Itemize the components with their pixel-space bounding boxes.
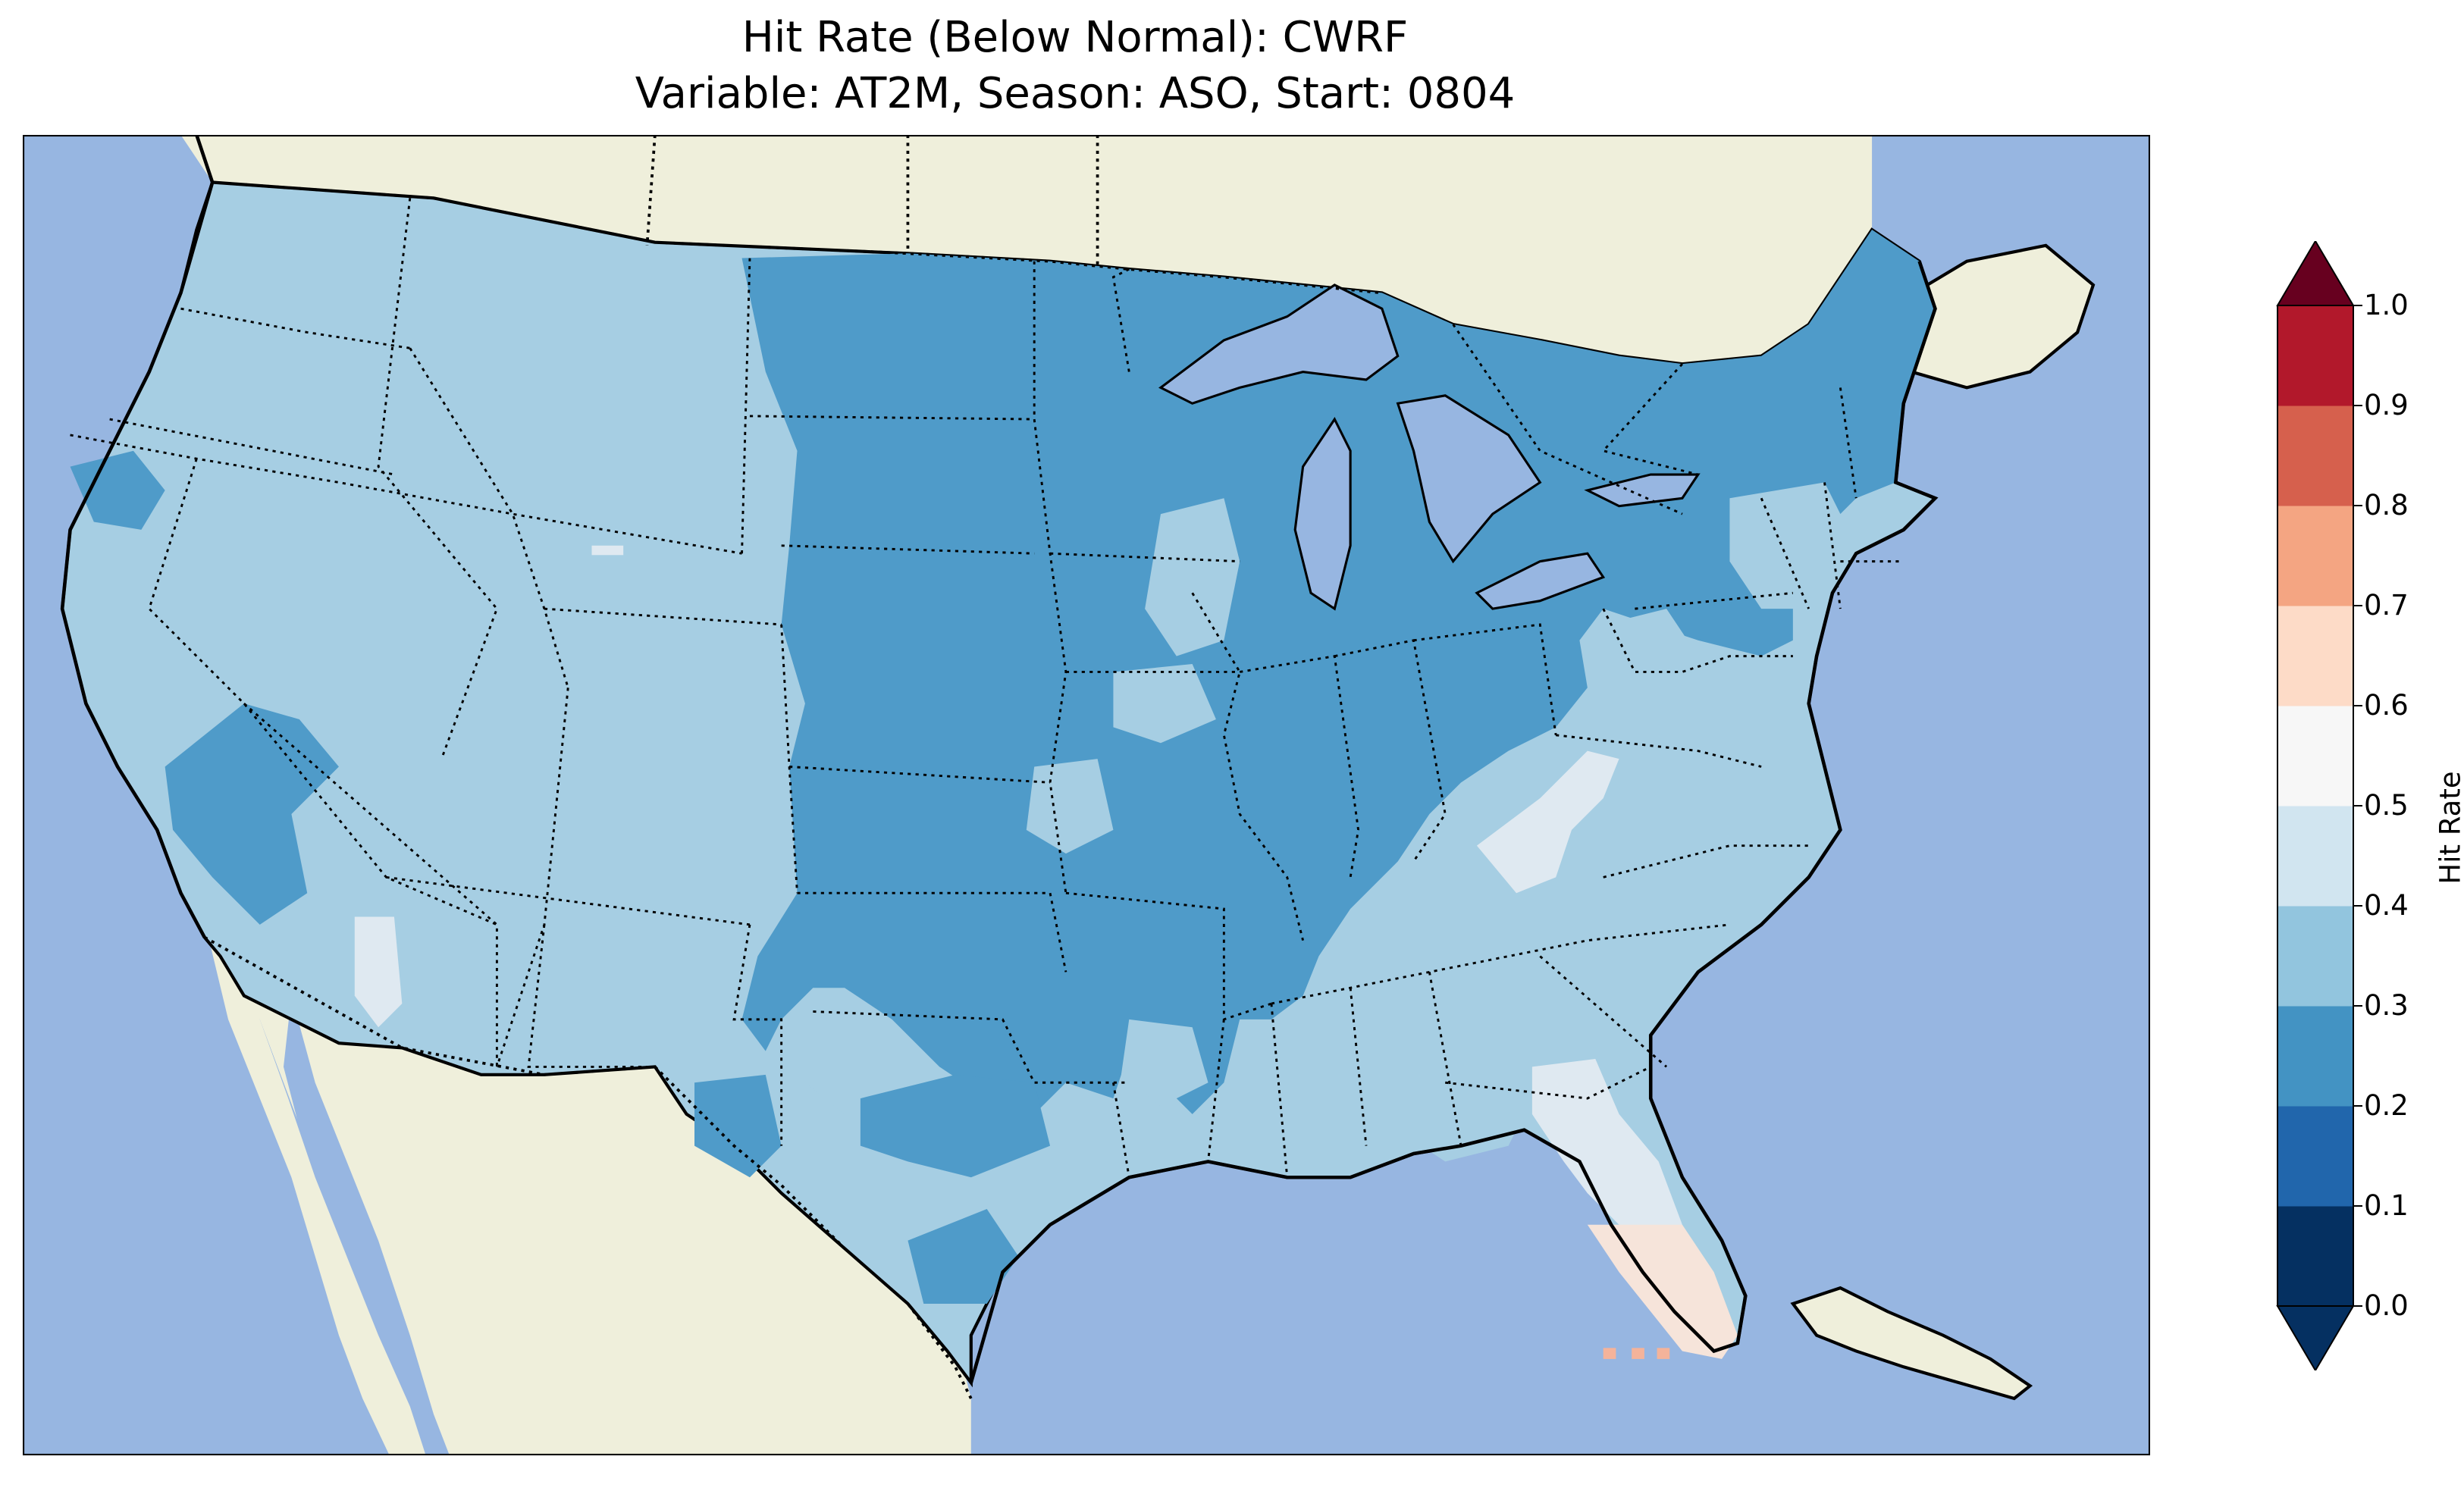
colorbar-tick-label: 0.8 (2364, 489, 2409, 521)
usa-map (23, 135, 2150, 1455)
patch-0.3-0.4-oklahoma (804, 1019, 908, 1114)
patch-0.3-0.4-ohio (1603, 609, 1698, 696)
colorbar-tick-label: 0.0 (2364, 1289, 2409, 1322)
pixel-0.6-0.7-keys-1 (1603, 1348, 1616, 1359)
patch-0.3-0.4-arkansas (1121, 1019, 1208, 1107)
lake-ontario (1584, 473, 1701, 508)
patch-0.2-0.3-texas-central (860, 1074, 1051, 1178)
international-borders (203, 135, 1383, 1399)
colorbar-tickmarks (2353, 305, 2362, 1307)
land-canada (180, 135, 1873, 365)
region-0.5-0.6-south-florida (1587, 1224, 1738, 1359)
patch-0.2-0.3-nevada (165, 703, 339, 925)
colorbar-segment (2277, 506, 2353, 606)
colorbar-extend-over (2276, 241, 2355, 306)
colorbar-segments (2277, 305, 2353, 1307)
pixel-0.6-0.7-keys-2 (1632, 1348, 1644, 1359)
colorbar-segment (2277, 406, 2353, 506)
land-maritimes (1886, 243, 2096, 390)
colorbar (2276, 241, 2362, 1370)
colorbar-label: Hit Rate (2434, 771, 2464, 885)
colorbar-tick-label: 0.4 (2364, 889, 2409, 922)
land-cuba (1790, 1286, 2033, 1401)
lake-erie (1475, 552, 1606, 610)
colorbar-tick-label: 0.2 (2364, 1089, 2409, 1122)
colorbar-extend-under (2276, 1305, 2355, 1370)
region-0.4-0.5-appalachians (1476, 750, 1619, 894)
colorbar-tick-label: 0.1 (2364, 1189, 2409, 1222)
patch-0.3-0.4-wisconsin (1145, 498, 1240, 656)
colorbar-segment (2277, 1106, 2353, 1207)
patch-0.2-0.3-n-california (70, 450, 165, 530)
patch-0.3-0.4-southeast-edge (1381, 988, 1541, 1162)
patch-0.3-0.4-newengland (1729, 482, 1857, 609)
region-0.2-0.3-central (741, 230, 1936, 1114)
colorbar-segment (2277, 906, 2353, 1007)
region-0.4-0.5-north-florida (1531, 1058, 1682, 1233)
region-0.4-0.5-arizona (354, 916, 403, 1028)
colorbar-segment (2277, 806, 2353, 907)
pixel-0.4-0.5-colorado (591, 545, 624, 556)
state-borders (70, 198, 1904, 1178)
colorbar-segment (2277, 706, 2353, 807)
colorbar-segment (2277, 305, 2353, 406)
lake-superior (1158, 283, 1400, 405)
colorbar-tick-label: 0.3 (2364, 989, 2409, 1022)
land-baja (283, 995, 450, 1455)
colorbar-segment (2277, 606, 2353, 706)
colorbar-segment (2277, 1206, 2353, 1307)
colorbar-segment (2277, 1006, 2353, 1107)
coastlines (60, 135, 1939, 1383)
pixel-0.6-0.7-keys-3 (1657, 1348, 1670, 1359)
patch-0.2-0.3-texas (694, 1074, 782, 1178)
colorbar-tick-label: 0.5 (2364, 789, 2409, 822)
map-subtitle: Variable: AT2M, Season: ASO, Start: 0804 (635, 69, 1516, 118)
colorbar-tick-label: 0.7 (2364, 589, 2409, 622)
patch-0.3-0.4-iowa (1113, 664, 1216, 744)
colorbar-tick-label: 1.0 (2364, 289, 2409, 321)
patch-0.2-0.3-texas-south (908, 1208, 1019, 1304)
lake-michigan (1293, 416, 1352, 611)
colorbar-tick-label: 0.9 (2364, 389, 2409, 421)
lake-huron (1396, 394, 1542, 564)
colorbar-tick-label: 0.6 (2364, 689, 2409, 722)
land-baja-peninsula (208, 940, 426, 1455)
patch-0.3-0.4-missouri (1026, 759, 1114, 854)
map-title: Hit Rate (Below Normal): CWRF (741, 13, 1409, 62)
